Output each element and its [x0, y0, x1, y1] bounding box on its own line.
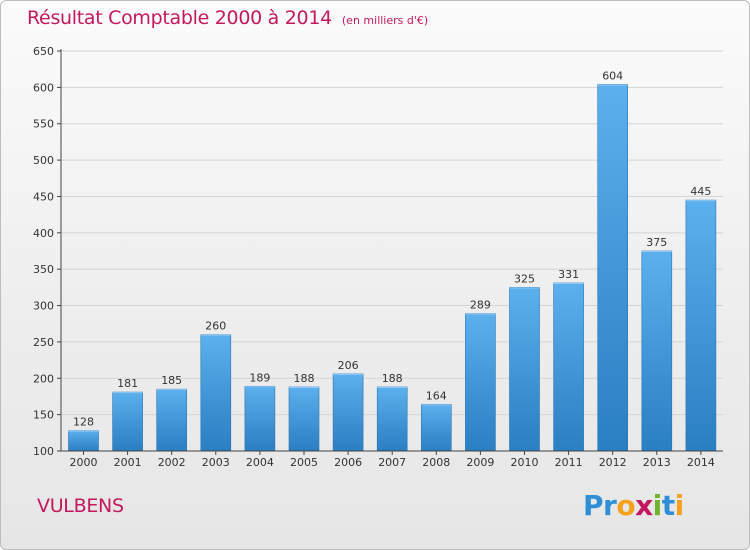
- bar-2000: [68, 430, 99, 452]
- bar-2009: [465, 313, 496, 452]
- location-name: VULBENS: [37, 495, 124, 517]
- data-label-2014: 445: [690, 185, 711, 198]
- data-labels: 128 181 185 260 189 188 206 188 164 289 325 331 604 3…: [73, 69, 711, 428]
- y-tick-label: 400: [33, 227, 54, 240]
- y-tick-label: 250: [33, 336, 54, 349]
- bar-2003: [200, 334, 232, 452]
- bar-2011: [553, 282, 584, 452]
- x-tick-label-2008: 2008: [422, 456, 450, 469]
- logo-letter: i: [652, 489, 663, 522]
- x-tick-label-2010: 2010: [511, 456, 539, 469]
- x-tick-label-2006: 2006: [334, 456, 362, 469]
- x-tick-label-2014: 2014: [687, 456, 715, 469]
- data-label-2013: 375: [646, 236, 667, 249]
- y-tick-label: 100: [33, 445, 54, 458]
- proxiti-logo[interactable]: Proxiti: [583, 489, 684, 522]
- data-label-2012: 604: [602, 69, 623, 82]
- bar-2008: [420, 404, 452, 452]
- data-label-2003: 260: [205, 320, 226, 333]
- x-tick-label-2012: 2012: [599, 456, 627, 469]
- chart-title: Résultat Comptable 2000 à 2014 (en millie…: [27, 7, 428, 29]
- logo-letter: P: [583, 489, 604, 522]
- bar-2005: [288, 386, 320, 452]
- bar-2001: [112, 391, 143, 452]
- x-tick-label-2005: 2005: [290, 456, 318, 469]
- y-tick-label: 300: [33, 300, 54, 313]
- logo-letter: x: [635, 489, 653, 522]
- data-label-2001: 181: [117, 377, 138, 390]
- y-tick-label: 150: [33, 409, 54, 422]
- y-tick-label: 450: [33, 190, 54, 203]
- bar-2010: [509, 287, 540, 452]
- data-label-2011: 331: [558, 268, 579, 281]
- chart-title-main: Résultat Comptable 2000 à 2014: [27, 7, 332, 29]
- bar-2004: [244, 385, 276, 452]
- bar-2014: [685, 199, 717, 452]
- x-tick-label-2007: 2007: [378, 456, 406, 469]
- y-tick-label: 600: [33, 81, 54, 94]
- bar-2002: [156, 388, 187, 452]
- data-label-2000: 128: [73, 416, 94, 429]
- x-tick-label-2001: 2001: [114, 456, 142, 469]
- logo-letter: o: [616, 489, 636, 522]
- y-tick-label: 350: [33, 263, 54, 276]
- x-tick-label-2013: 2013: [643, 456, 671, 469]
- y-tick-label: 500: [33, 154, 54, 167]
- bar-2012: [597, 84, 629, 452]
- bar-2006: [332, 373, 364, 452]
- data-label-2006: 206: [338, 359, 359, 372]
- x-tick-label-2002: 2002: [158, 456, 186, 469]
- y-tick-label: 200: [33, 372, 54, 385]
- logo-letter: i: [674, 489, 685, 522]
- data-label-2008: 164: [426, 389, 447, 402]
- data-label-2004: 189: [249, 371, 270, 384]
- data-label-2002: 185: [161, 374, 182, 387]
- x-tick-label-2004: 2004: [246, 456, 274, 469]
- data-label-2005: 188: [294, 372, 315, 385]
- x-tick-label-2011: 2011: [555, 456, 583, 469]
- chart-subtitle: (en milliers d'€): [341, 14, 429, 27]
- logo-letter: r: [603, 489, 617, 522]
- bars: [68, 84, 717, 452]
- data-label-2007: 188: [382, 372, 403, 385]
- bar-2007: [376, 386, 408, 452]
- axes: 100 150 200 250 300 350 400 450 500 550 600 650 2000…: [33, 45, 723, 469]
- data-label-2009: 289: [470, 299, 491, 312]
- logo-letter: t: [661, 489, 675, 522]
- y-tick-label: 650: [33, 45, 54, 58]
- y-tick-label: 550: [33, 118, 54, 131]
- data-label-2010: 325: [514, 272, 535, 285]
- x-tick-label-2003: 2003: [202, 456, 230, 469]
- x-tick-label-2009: 2009: [466, 456, 494, 469]
- x-tick-label-2000: 2000: [70, 456, 98, 469]
- bar-2013: [641, 250, 673, 452]
